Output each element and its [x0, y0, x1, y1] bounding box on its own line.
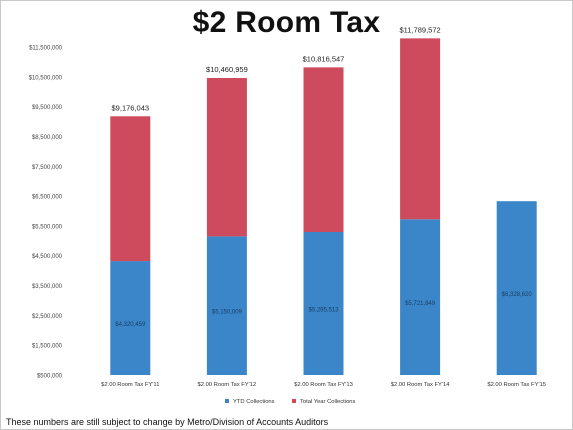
bar-total-label: $10,816,547	[303, 54, 345, 63]
y-tick-label: $5,500,000	[32, 224, 63, 230]
y-tick-label: $2,500,000	[32, 314, 63, 320]
legend-label-total: Total Year Collections	[300, 399, 356, 405]
bar-ytd-collections	[496, 201, 537, 375]
x-category-label: $2.00 Room Tax FY'12	[198, 382, 257, 388]
legend-swatch-total	[292, 399, 296, 403]
bar-data-label: $4,320,459	[115, 322, 146, 328]
bar-data-label: $6,328,620	[502, 292, 533, 298]
bar-total-year-collections	[400, 38, 441, 220]
y-tick-label: $500,000	[37, 374, 63, 380]
y-tick-label: $3,500,000	[32, 284, 63, 290]
bar-total-year-collections	[206, 77, 247, 237]
bar-total-year-collections	[303, 67, 344, 233]
y-tick-label: $9,500,000	[32, 105, 63, 111]
bar-total-label: $11,789,572	[400, 25, 441, 34]
y-tick-label: $7,500,000	[32, 165, 63, 171]
bar-data-label: $5,150,009	[212, 310, 243, 316]
bar-ytd-collections	[303, 232, 344, 375]
bar-ytd-collections	[400, 219, 441, 375]
chart-title: $2 Room Tax	[192, 6, 381, 39]
bar-data-label: $5,721,849	[405, 301, 436, 307]
legend-swatch-ytd	[225, 399, 229, 403]
bar-total-label: $10,460,959	[206, 65, 248, 74]
y-tick-label: $10,500,000	[29, 75, 63, 81]
bar-ytd-collections	[206, 236, 247, 375]
x-category-label: $2.00 Room Tax FY'11	[101, 382, 159, 388]
bar-ytd-collections	[110, 261, 151, 375]
y-tick-label: $8,500,000	[32, 135, 63, 141]
legend-label-ytd: YTD Collections	[233, 399, 275, 405]
y-tick-label: $1,500,000	[32, 344, 63, 350]
y-tick-label: $4,500,000	[32, 254, 63, 260]
bar-total-year-collections	[110, 116, 151, 262]
y-tick-label: $11,500,000	[29, 46, 63, 52]
footnote: These numbers are still subject to chang…	[6, 417, 329, 427]
bar-data-label: $5,295,513	[308, 308, 339, 314]
x-category-label: $2.00 Room Tax FY'13	[294, 382, 353, 388]
x-category-label: $2.00 Room Tax FY'14	[391, 382, 450, 388]
bar-total-label: $9,176,043	[112, 103, 150, 112]
x-category-label: $2.00 Room Tax FY'15	[487, 382, 546, 388]
y-tick-label: $6,500,000	[32, 195, 63, 201]
